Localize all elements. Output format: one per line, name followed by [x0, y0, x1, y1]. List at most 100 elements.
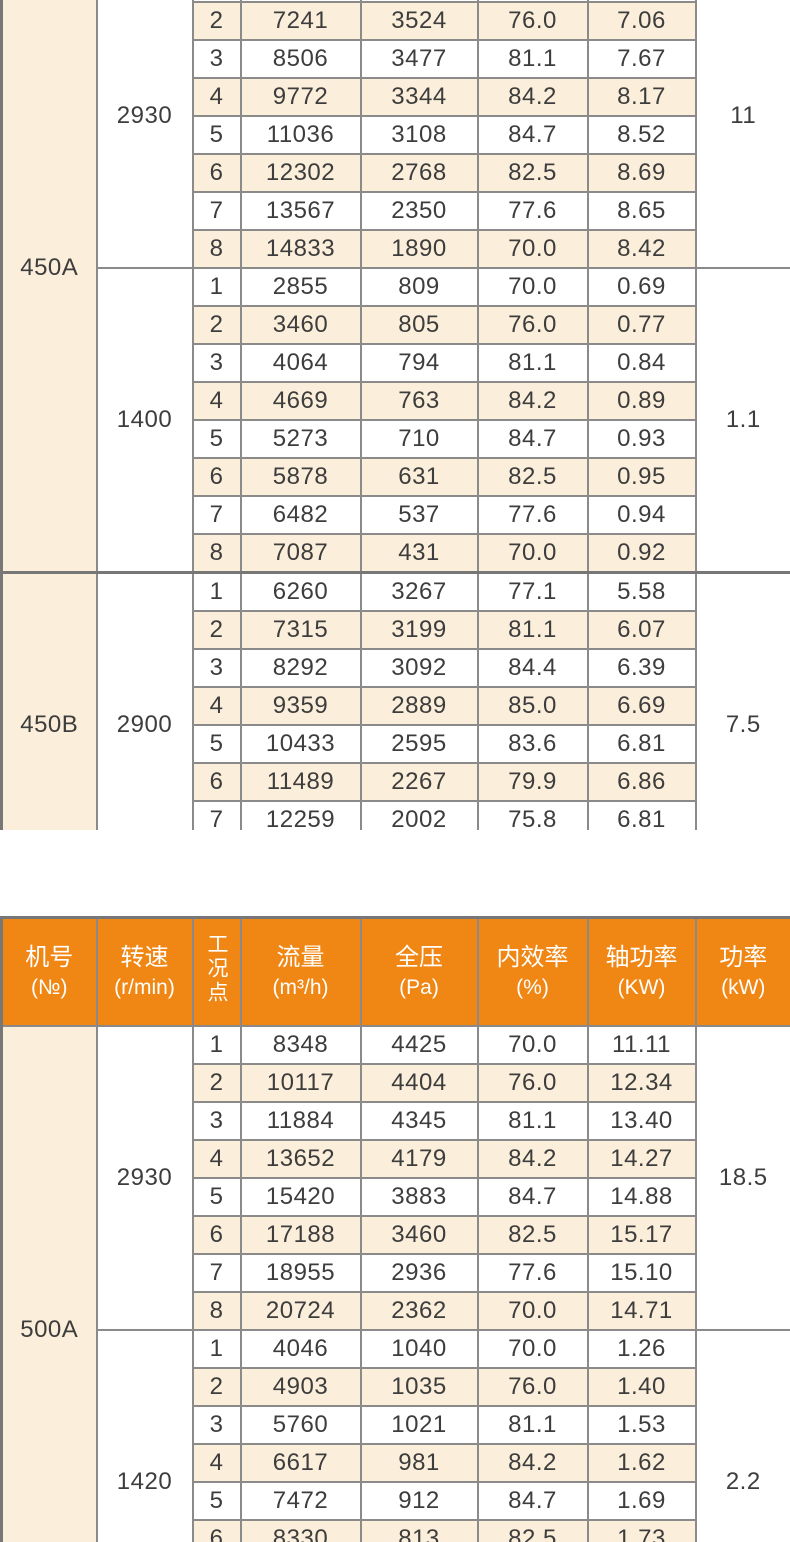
pressure-cell: 3108	[359, 115, 479, 155]
point-cell: 2	[191, 1063, 242, 1103]
point-cell: 8	[191, 533, 242, 574]
pressure-cell: 4404	[359, 1063, 479, 1103]
efficiency-cell: 82.5	[476, 457, 589, 497]
flow-cell: 7241	[239, 1, 362, 41]
flow-cell: 2855	[239, 267, 362, 307]
col-header-stack: 机号 (№)	[4, 945, 95, 998]
pressure-cell: 912	[359, 1481, 479, 1521]
col-header-unit: (KW)	[617, 975, 666, 999]
flow-cell: 6260	[239, 571, 362, 612]
efficiency-cell: 77.6	[476, 495, 589, 535]
shaft-power-cell: 0.84	[586, 343, 697, 383]
point-cell: 8	[191, 1291, 242, 1331]
shaft-power-cell: 15.17	[586, 1215, 697, 1255]
flow-cell: 17188	[239, 1215, 362, 1255]
lower-spec-table: 机号 (№) 转速 (r/min) 工况点 流量 (m³/h) 全压 (Pa) 内效率 (%) 轴功率…	[0, 916, 790, 1542]
point-cell: 5	[191, 724, 242, 764]
flow-cell: 4064	[239, 343, 362, 383]
efficiency-cell: 84.7	[476, 1481, 589, 1521]
point-cell: 5	[191, 1481, 242, 1521]
point-cell: 6	[191, 762, 242, 802]
point-cell: 5	[191, 115, 242, 155]
motor-power-cell: 18.5	[694, 1025, 790, 1331]
shaft-power-cell: 1.40	[586, 1367, 697, 1407]
efficiency-cell: 75.8	[476, 800, 589, 830]
point-cell: 3	[191, 1101, 242, 1141]
col-header-pressure: 全压 (Pa)	[359, 916, 479, 1027]
pressure-cell: 3883	[359, 1177, 479, 1217]
pressure-cell: 3477	[359, 39, 479, 79]
col-header-label: 全压	[395, 944, 443, 972]
point-cell: 6	[191, 1519, 242, 1542]
point-cell: 7	[191, 191, 242, 231]
flow-cell: 7315	[239, 610, 362, 650]
col-header-label: 流量	[276, 944, 325, 972]
flow-cell: 7472	[239, 1481, 362, 1521]
shaft-power-cell: 14.71	[586, 1291, 697, 1331]
efficiency-cell: 70.0	[476, 229, 589, 269]
efficiency-cell: 70.0	[476, 1291, 589, 1331]
shaft-power-cell: 6.69	[586, 686, 697, 726]
pressure-cell: 2350	[359, 191, 479, 231]
flow-cell: 11489	[239, 762, 362, 802]
col-header-stack: 转速 (r/min)	[99, 945, 191, 998]
flow-cell: 5878	[239, 457, 362, 497]
flow-cell: 6617	[239, 1443, 362, 1483]
col-header-label: 轴功率	[605, 944, 678, 972]
col-header-stack: 轴功率 (KW)	[590, 944, 694, 999]
flow-cell: 10433	[239, 724, 362, 764]
efficiency-cell: 76.0	[476, 1, 589, 41]
pressure-cell: 2936	[359, 1253, 479, 1293]
shaft-power-cell: 8.52	[586, 115, 697, 155]
flow-cell: 4669	[239, 381, 362, 421]
shaft-power-cell: 0.77	[586, 305, 697, 345]
point-cell: 6	[191, 153, 242, 193]
pressure-cell: 1021	[359, 1405, 479, 1445]
pressure-cell: 3524	[359, 1, 479, 41]
shaft-power-cell: 6.81	[586, 800, 697, 830]
efficiency-cell: 83.6	[476, 724, 589, 764]
flow-cell: 13652	[239, 1139, 362, 1179]
shaft-power-cell: 7.06	[586, 1, 697, 41]
pressure-cell: 3460	[359, 1215, 479, 1255]
efficiency-cell: 77.1	[476, 571, 589, 612]
point-cell: 1	[191, 1025, 242, 1065]
shaft-power-cell: 7.67	[586, 39, 697, 79]
flow-cell: 4046	[239, 1329, 362, 1369]
flow-cell: 5760	[239, 1405, 362, 1445]
pressure-cell: 2267	[359, 762, 479, 802]
pressure-cell: 2002	[359, 800, 479, 830]
point-cell: 1	[191, 267, 242, 307]
col-header-label: 功率	[719, 944, 768, 972]
shaft-power-cell: 14.27	[586, 1139, 697, 1179]
shaft-power-cell: 14.88	[586, 1177, 697, 1217]
col-header-label: 工况点	[205, 932, 228, 1005]
col-header-motor-power: 功率 (kW)	[694, 916, 790, 1027]
efficiency-cell: 81.1	[476, 1405, 589, 1445]
flow-cell: 9359	[239, 686, 362, 726]
col-header-stack: 内效率 (%)	[480, 945, 586, 999]
flow-cell: 5273	[239, 419, 362, 459]
shaft-power-cell: 1.62	[586, 1443, 697, 1483]
point-cell: 3	[191, 343, 242, 383]
efficiency-cell: 84.2	[476, 381, 589, 421]
shaft-power-cell: 0.94	[586, 495, 697, 535]
table-gap	[0, 830, 790, 916]
efficiency-cell: 70.0	[476, 267, 589, 307]
col-header-unit: (%)	[516, 975, 549, 999]
point-cell: 4	[191, 77, 242, 117]
col-header-flow: 流量 (m³/h)	[239, 916, 362, 1027]
upper-spec-table: 450A 2930 11 2 7241 3524 76.0 7.06 3 8506 3477 81.1…	[0, 0, 790, 830]
efficiency-cell: 76.0	[476, 1063, 589, 1103]
efficiency-cell: 70.0	[476, 1025, 589, 1065]
spec-table: 机号 (№) 转速 (r/min) 工况点 流量 (m³/h) 全压 (Pa) 内效率 (%) 轴功率…	[0, 916, 790, 1542]
speed-cell: 1400	[95, 267, 194, 574]
flow-cell: 11884	[239, 1101, 362, 1141]
efficiency-cell: 77.6	[476, 1253, 589, 1293]
shaft-power-cell: 1.73	[586, 1519, 697, 1542]
efficiency-cell: 81.1	[476, 343, 589, 383]
pressure-cell: 763	[359, 381, 479, 421]
pressure-cell: 1040	[359, 1329, 479, 1369]
speed-cell: 2930	[95, 1025, 194, 1331]
